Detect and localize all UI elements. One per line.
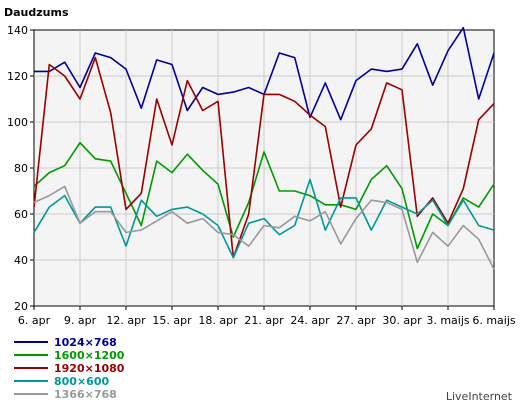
legend-label: 1920×1080 — [54, 362, 125, 375]
y-tick-label: 20 — [14, 300, 28, 313]
x-tick-label: 3. maijs — [426, 314, 470, 327]
y-tick-label: 100 — [7, 116, 28, 129]
y-tick-label: 120 — [7, 70, 28, 83]
series-line-2 — [33, 56, 495, 259]
legend-label: 800×600 — [54, 375, 109, 388]
x-tick-label: 21. apr — [244, 314, 284, 327]
x-axis: 6. apr 9. apr 12. apr 15. apr 18. apr 21. apr… — [18, 306, 516, 327]
legend-label: 1024×768 — [54, 336, 117, 349]
x-tick-label: 12. apr — [106, 314, 146, 327]
x-tick-label: 6. maijs — [472, 314, 516, 327]
x-tick-label: 6. apr — [18, 314, 51, 327]
series-line-3 — [33, 178, 495, 259]
y-tick-label: 80 — [14, 162, 28, 175]
y-tick-label: 140 — [7, 24, 28, 37]
legend-label: 1600×1200 — [54, 349, 125, 362]
y-tick-label: 60 — [14, 208, 28, 221]
legend: 1024×7681600×12001920×1080800×6001366×76… — [14, 336, 125, 401]
series-lines — [33, 26, 495, 270]
x-tick-label: 9. apr — [64, 314, 97, 327]
x-tick-label: 15. apr — [152, 314, 192, 327]
x-tick-label: 24. apr — [290, 314, 330, 327]
x-tick-label: 30. apr — [382, 314, 422, 327]
chart-title: Daudzums — [4, 6, 69, 19]
y-tick-label: 40 — [14, 254, 28, 267]
series-line-4 — [33, 185, 495, 270]
branding: LiveInternet — [446, 390, 513, 403]
x-tick-label: 27. apr — [336, 314, 376, 327]
legend-label: 1366×768 — [54, 388, 117, 401]
x-tick-label: 18. apr — [198, 314, 238, 327]
y-axis: 20 40 60 80 100 120 140 — [7, 24, 34, 313]
series-line-1 — [33, 141, 495, 250]
